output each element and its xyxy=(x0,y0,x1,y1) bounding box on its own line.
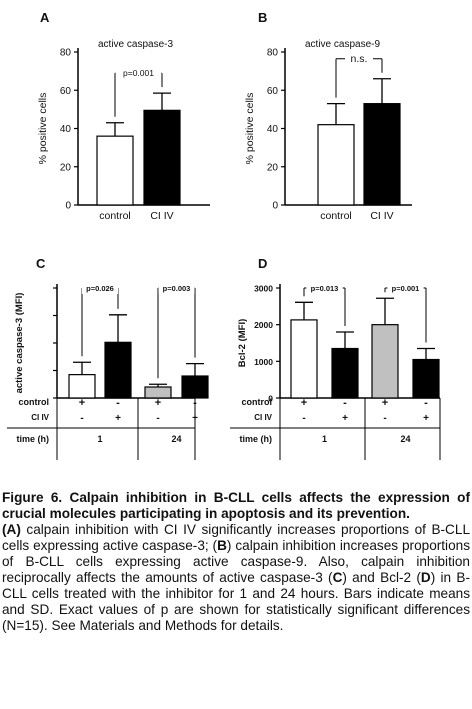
panel-c-significance-label: p=0.003 xyxy=(163,284,191,293)
caption-title: Figure 6. Calpain inhibition in B-CLL ce… xyxy=(2,490,470,521)
panel-b-y-tick-label: 80 xyxy=(267,48,279,59)
caption-panel-d-ref: D xyxy=(420,570,431,585)
panel-d-row-label-time: time (h) xyxy=(240,434,273,444)
panel-d-y-tick-label: 2000 xyxy=(254,320,273,330)
panel-a-bracket-label-bg xyxy=(115,67,162,80)
panel-d-row-label-ci-iv: CI IV xyxy=(254,413,272,422)
panel-b-bar xyxy=(363,103,401,206)
panel-a-bar xyxy=(96,135,134,206)
panel-c-control-mark: + xyxy=(155,397,161,409)
panel-c-ci-iv-mark: + xyxy=(115,413,121,424)
panel-a-y-tick-label: 60 xyxy=(60,86,72,97)
caption-panel-a-ref: (A) xyxy=(2,522,21,537)
panel-c-control-mark: - xyxy=(116,397,120,409)
panel-d-y-tick-label: 1000 xyxy=(254,357,273,367)
panel-c-row-label-time: time (h) xyxy=(17,434,50,444)
panel-b-bracket-label-bg xyxy=(345,52,373,65)
panel-d-control-mark: + xyxy=(382,397,388,409)
panel-b-x-tick-label: CI IV xyxy=(370,210,393,222)
panel-d-ci-iv-mark: + xyxy=(423,413,429,424)
panel-c-row-label-ci-iv: CI IV xyxy=(31,413,49,422)
panel-c-letter: C xyxy=(36,256,46,271)
panel-d-time-label: 24 xyxy=(400,434,410,444)
panel-c-bracket-label-bg xyxy=(158,282,195,294)
caption-panel-b-ref: B xyxy=(217,538,227,553)
panel-c-ci-iv-mark: - xyxy=(80,413,83,424)
panel-c-time-label: 24 xyxy=(171,434,181,444)
panel-d-ci-iv-mark: - xyxy=(383,413,386,424)
caption-text-1: calpain inhibition with CI IV significan… xyxy=(2,522,470,553)
panel-d-significance-label: p=0.001 xyxy=(392,284,420,293)
panel-c-row-label-control: control xyxy=(19,397,50,407)
panel-d-bracket-label-bg xyxy=(387,282,424,294)
panel-c-bracket-label-bg xyxy=(81,282,119,294)
panel-d-bar xyxy=(290,319,318,399)
panel-d-letter: D xyxy=(258,256,267,271)
caption-panel-c-ref: C xyxy=(332,570,343,585)
figure-6: A 0 20 40 60 80 % positive cells active caspase… xyxy=(7,10,441,460)
panel-d-bar xyxy=(331,347,359,399)
panel-d-ci-iv-mark: + xyxy=(342,413,348,424)
panel-d-bracket-label-bg xyxy=(306,282,343,294)
panel-b-x-tick-label: control xyxy=(320,210,352,222)
panel-d-time-label: 1 xyxy=(322,434,327,444)
panel-a-bar xyxy=(143,109,181,206)
panel-d-significance-label: p=0.013 xyxy=(311,284,339,293)
panel-a-significance-label: p=0.001 xyxy=(123,68,154,78)
panel-d-row-label-control: control xyxy=(242,397,273,407)
panel-a-y-tick-label: 20 xyxy=(60,162,72,173)
figure-caption: Figure 6. Calpain inhibition in B-CLL ce… xyxy=(2,490,470,634)
panel-b-y-tick-label: 60 xyxy=(267,86,279,97)
panel-a-title: active caspase-3 xyxy=(98,39,173,50)
panel-c-bar xyxy=(181,375,209,399)
panel-c-control-mark: + xyxy=(79,397,85,409)
panel-d-bar xyxy=(412,358,440,399)
panel-a-y-tick-label: 80 xyxy=(60,48,72,59)
panel-a-y-tick-label: 0 xyxy=(65,201,71,212)
panel-a-letter: A xyxy=(40,10,50,25)
panel-c-y-label: active caspase-3 (MFI) xyxy=(14,293,25,394)
caption-text-4: ) in B-CLL cells treated with the inhibi… xyxy=(2,570,470,633)
panel-d-y-tick-label: 3000 xyxy=(254,284,273,294)
panel-d-control-mark: + xyxy=(301,397,307,409)
panel-b-y-tick-label: 40 xyxy=(267,124,279,135)
panel-d-y-tick-label: 0 xyxy=(268,394,273,404)
panel-b-significance-label: n.s. xyxy=(351,53,368,65)
panel-b-letter: B xyxy=(258,10,267,25)
panel-b-title: active caspase-9 xyxy=(305,39,380,50)
panel-c-bar xyxy=(68,374,96,399)
panel-b-y-tick-label: 0 xyxy=(272,201,278,212)
panel-c-bar xyxy=(144,386,172,399)
panel-c-significance-label: p=0.026 xyxy=(86,284,114,293)
panel-a-y-label: % positive cells xyxy=(37,93,49,165)
panel-a-x-tick-label: control xyxy=(99,210,131,222)
panel-d-y-label: Bcl-2 (MFI) xyxy=(237,319,248,368)
panel-d-control-mark: - xyxy=(424,397,428,409)
panel-c-ci-iv-mark: - xyxy=(156,413,159,424)
caption-text-3: ) and Bcl-2 ( xyxy=(342,570,421,585)
caption-text-2: ) calpain inhibition increases proportio… xyxy=(2,538,470,585)
panel-c-bar xyxy=(104,341,132,399)
panel-b-bar xyxy=(317,124,355,206)
panel-a-y-tick-label: 40 xyxy=(60,124,72,135)
panel-b-y-label: % positive cells xyxy=(244,93,256,165)
panel-d-bar xyxy=(371,324,399,399)
panel-a-x-tick-label: CI IV xyxy=(150,210,173,222)
panel-d-control-mark: - xyxy=(343,397,347,409)
panel-b-y-tick-label: 20 xyxy=(267,162,279,173)
panel-c-time-label: 1 xyxy=(97,434,102,444)
panel-d-ci-iv-mark: - xyxy=(302,413,305,424)
